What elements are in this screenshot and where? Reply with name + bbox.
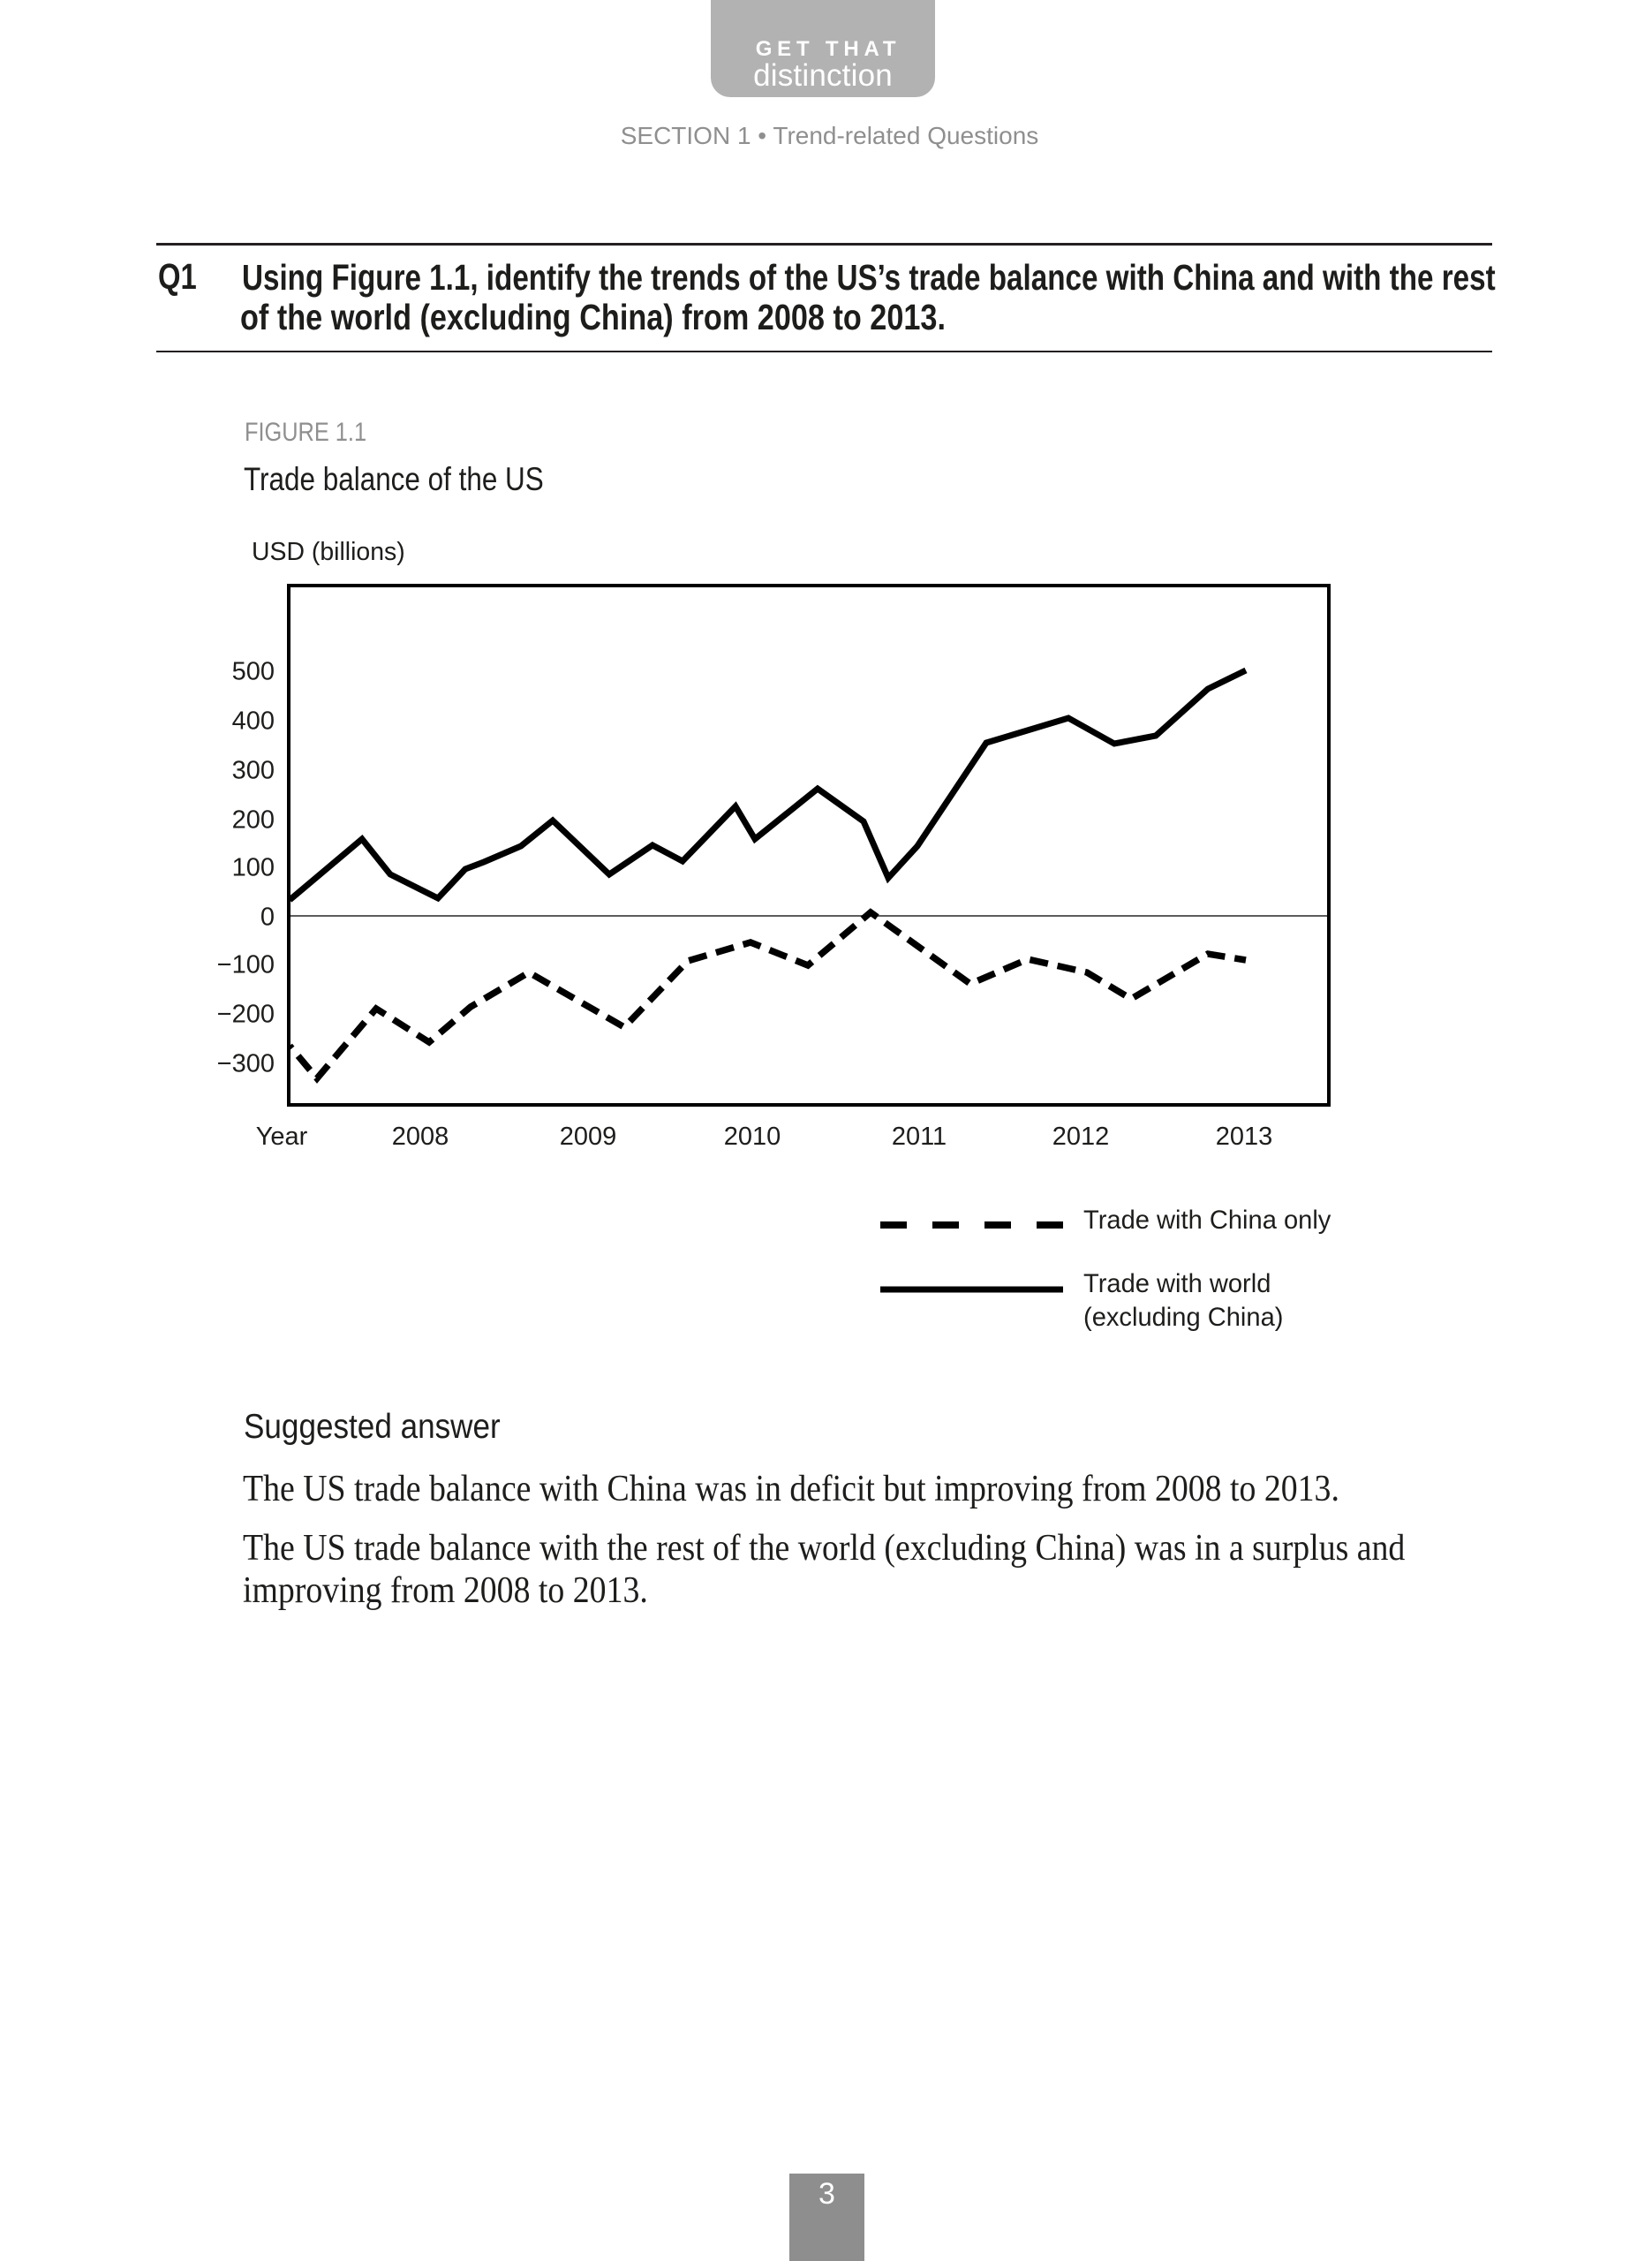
svg-text:2012: 2012	[1052, 1123, 1110, 1151]
svg-text:−100: −100	[217, 951, 275, 979]
svg-text:200: 200	[232, 806, 275, 835]
svg-text:2010: 2010	[724, 1123, 781, 1151]
svg-text:300: 300	[232, 757, 275, 785]
svg-text:100: 100	[232, 854, 275, 882]
svg-text:400: 400	[232, 707, 275, 736]
svg-text:500: 500	[232, 658, 275, 686]
svg-text:2009: 2009	[560, 1123, 617, 1151]
svg-text:2008: 2008	[392, 1123, 449, 1151]
svg-text:0: 0	[260, 904, 275, 932]
svg-text:−300: −300	[217, 1050, 275, 1078]
svg-text:2011: 2011	[892, 1123, 947, 1151]
svg-text:−200: −200	[217, 1001, 275, 1029]
svg-text:Year: Year	[256, 1123, 308, 1151]
svg-text:2013: 2013	[1216, 1123, 1273, 1151]
